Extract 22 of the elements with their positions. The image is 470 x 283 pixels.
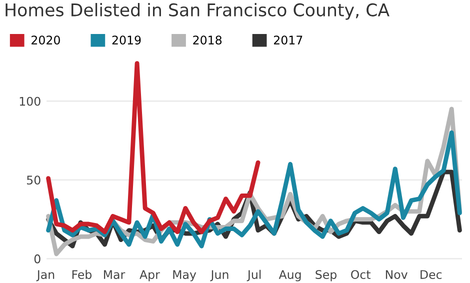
- x-tick-label: Apr: [140, 270, 160, 282]
- legend-label: 2017: [274, 36, 302, 45]
- x-tick-label: Sep: [316, 270, 336, 282]
- x-tick-label: Jul: [246, 270, 261, 282]
- x-tick-label: Nov: [386, 270, 408, 279]
- line-series: [46, 130, 462, 248]
- x-tick-label: May: [173, 270, 196, 282]
- legend-label: 2019: [112, 36, 141, 45]
- x-tick-label: Jun: [210, 270, 228, 282]
- line-series: [46, 61, 260, 234]
- x-tick-label: Feb: [72, 270, 92, 279]
- x-tick-label: Oct: [351, 270, 371, 279]
- x-tick-label: Jan: [36, 270, 54, 282]
- y-tick-label: 100: [20, 96, 40, 106]
- y-tick-label: 50: [27, 176, 40, 185]
- legend-label: 2020: [32, 36, 60, 45]
- x-tick-label: Mar: [104, 270, 126, 279]
- y-tick-label: 0: [34, 254, 40, 264]
- chart-title: Homes Delisted in San Francisco County, CA: [6, 3, 390, 20]
- legend-label: 2018: [193, 36, 222, 45]
- x-tick-label: Aug: [278, 270, 301, 282]
- x-tick-label: Dec: [420, 270, 442, 279]
